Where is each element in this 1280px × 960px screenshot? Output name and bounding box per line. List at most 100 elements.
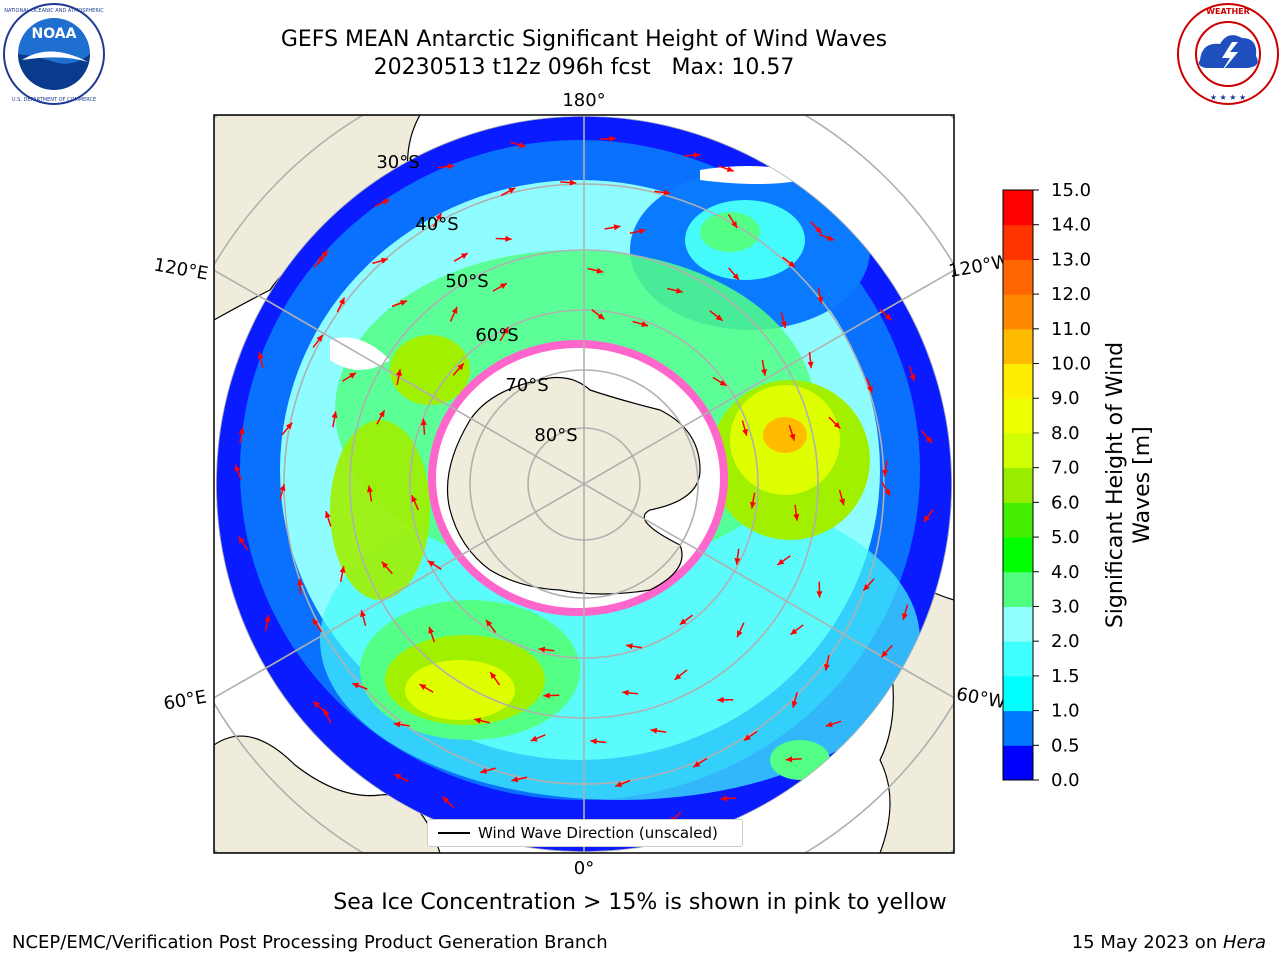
wind-arrows	[234, 135, 934, 833]
wind-arrow-head	[789, 433, 796, 441]
wind-arrow-head	[674, 673, 682, 680]
wind-arrow-head	[380, 257, 388, 264]
wind-arrow-head	[338, 297, 345, 305]
colorbar-segment	[1003, 328, 1033, 365]
colorbar-segment	[1003, 363, 1033, 399]
wind-arrow-head	[457, 363, 464, 371]
wind-arrow-head	[349, 372, 357, 379]
wind-arrow-head	[717, 696, 724, 703]
wind-arrow-head	[815, 226, 822, 234]
wind-arrow-head	[693, 152, 701, 159]
wind-arrow-head	[499, 283, 507, 290]
graticule	[216, 116, 952, 852]
wind-arrow-head	[296, 578, 304, 586]
wind-arrow-head	[264, 615, 271, 622]
map-legend: Wind Wave Direction (unscaled)	[427, 819, 743, 847]
wind-arrow-head	[743, 734, 751, 741]
wind-arrow-head	[395, 369, 402, 376]
wind-arrow-head	[590, 738, 597, 745]
wind-arrow-head	[791, 700, 798, 708]
wind-arrow-head	[720, 795, 727, 802]
colorbar-segment	[1003, 537, 1033, 573]
wind-arrow-head	[393, 721, 401, 728]
colorbar-tick-label: 15.0	[1051, 180, 1091, 201]
wind-arrow-head	[925, 436, 932, 443]
colorbar: 0.0 0.5 1.0 1.5 2.0 3.0 4.0 5.0 6.0 7.0 8.0 9.0 10.0…	[1002, 180, 1091, 791]
chart-subtitle: 20230513 t12z 096h fcst Max: 10.57	[373, 55, 795, 80]
wind-arrow-head	[502, 327, 509, 334]
wind-arrow-head	[321, 250, 328, 258]
noaa-logo-text: NOAA	[32, 26, 77, 42]
wind-arrow-head	[817, 296, 824, 304]
wind-arrow-head	[460, 253, 468, 259]
wind-arrow-head	[679, 618, 687, 625]
wind-arrow-head	[726, 166, 734, 172]
svg-text:WEATHER: WEATHER	[1206, 7, 1250, 16]
colorbar-tick-label: 10.0	[1051, 354, 1091, 375]
wind-arrow-head	[419, 684, 427, 690]
wind-arrow-head	[793, 513, 800, 521]
svg-text:U.S. DEPARTMENT OF COMMERCE: U.S. DEPARTMENT OF COMMERCE	[12, 97, 96, 103]
wind-arrow-head	[609, 135, 616, 142]
colorbar-label: Significant Height of Wind Waves [m]	[1102, 342, 1156, 628]
map-frame	[213, 114, 955, 854]
noaa-logo: NOAA NATIONAL OCEANIC AND ATMOSPHERIC U.…	[3, 3, 105, 105]
wind-arrow-head	[863, 583, 870, 591]
map-area	[214, 115, 954, 853]
wind-arrow-head	[881, 650, 888, 658]
wind-arrow-head	[731, 220, 738, 228]
wind-arrow-head	[485, 619, 493, 627]
lat-label-70s: 70°S	[505, 375, 548, 396]
lat-label-50s: 50°S	[445, 271, 488, 292]
colorbar-tick-label: 4.0	[1051, 562, 1080, 583]
wind-arrow-head	[360, 610, 366, 618]
colorbar-segment	[1003, 467, 1033, 503]
wind-arrow-head	[613, 224, 621, 231]
wind-arrow-head	[882, 469, 889, 477]
wind-arrow-head	[596, 267, 604, 274]
wind-arrow-head	[867, 385, 873, 393]
svg-text:NATIONAL OCEANIC AND ATMOSPHER: NATIONAL OCEANIC AND ATMOSPHERIC	[4, 8, 104, 14]
antarctica	[446, 377, 701, 595]
wind-arrow-head	[238, 536, 245, 544]
wind-arrow-head	[761, 369, 768, 376]
sea-ice-note: Sea Ice Concentration > 15% is shown in …	[333, 890, 947, 915]
wind-arrow-head	[816, 591, 823, 598]
wind-arrow-head	[378, 410, 385, 418]
wind-arrow-head	[530, 735, 538, 742]
wind-arrow-head	[442, 796, 449, 804]
colorbar-tick-label: 0.5	[1051, 735, 1080, 756]
wind-arrow-head	[382, 199, 390, 205]
colorbar-tick-label: 1.0	[1051, 701, 1080, 722]
lat-label-30s: 30°S	[376, 152, 419, 173]
wind-arrow-head	[788, 260, 796, 267]
colorbar-segment	[1003, 571, 1033, 607]
wind-arrow-head	[884, 313, 892, 321]
colorbar-frame	[1002, 189, 1034, 781]
wind-arrow-head	[339, 566, 346, 573]
wind-arrow-head	[780, 321, 787, 329]
footer-date-text: 15 May 2023 on	[1071, 932, 1223, 953]
wind-arrow-head	[641, 321, 649, 328]
wind-arrow-head	[480, 767, 488, 774]
wind-arrow-head	[331, 411, 338, 419]
colorbar-tick-label: 11.0	[1051, 319, 1091, 340]
legend-line-sample	[438, 832, 470, 834]
lat-label-40s: 40°S	[415, 214, 458, 235]
wind-arrow-head	[435, 213, 442, 221]
wind-arrow-head	[737, 630, 743, 638]
nws-logo: WEATHER ★ ★ ★ ★	[1177, 3, 1279, 105]
wind-arrow-head	[693, 761, 701, 768]
wind-arrow-head	[715, 314, 723, 321]
wind-arrow-head	[511, 776, 519, 783]
colorbar-segment	[1003, 675, 1033, 712]
wind-arrow-head	[400, 300, 408, 306]
colorbar-tick-label: 6.0	[1051, 492, 1080, 513]
wind-arrow-head	[313, 701, 320, 708]
wind-arrow-head	[257, 352, 264, 359]
footer-credit: NCEP/EMC/Verification Post Processing Pr…	[12, 932, 608, 953]
wind-arrow-head	[324, 511, 331, 519]
colorbar-segment	[1003, 432, 1033, 469]
wind-arrow-head	[884, 488, 891, 496]
